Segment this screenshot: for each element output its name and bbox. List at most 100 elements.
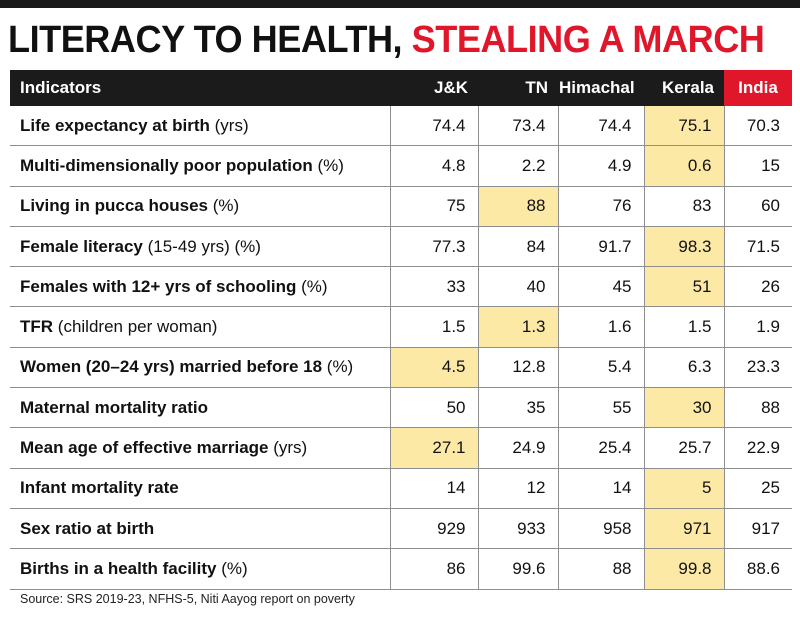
- value-kerala: 971: [644, 508, 725, 550]
- indicator-unit: (15-49 yrs) (%): [147, 236, 261, 256]
- indicator-unit: (%): [326, 357, 354, 377]
- indicator-name: Living in pucca houses: [20, 196, 208, 216]
- header-kerala: Kerala: [644, 70, 724, 106]
- value-tn: 73.4: [478, 106, 559, 147]
- indicator-name: TFR: [20, 317, 54, 337]
- value-india: 22.9: [724, 427, 792, 469]
- value-himachal: 88: [558, 548, 645, 590]
- value-himachal: 55: [558, 387, 645, 429]
- row-label: Women (20–24 yrs) married before 18 (%): [10, 347, 391, 389]
- row-label: Living in pucca houses (%): [10, 186, 391, 227]
- value-himachal: 25.4: [558, 427, 645, 469]
- value-tn: 40: [478, 266, 559, 308]
- value-himachal: 91.7: [558, 226, 645, 268]
- indicator-name: Infant mortality rate: [20, 478, 179, 498]
- table-row: Life expectancy at birth (yrs) 74.4 73.4 74…: [10, 106, 792, 147]
- indicator-unit: (yrs): [273, 438, 308, 458]
- value-tn: 2.2: [478, 145, 559, 187]
- value-jk: 75: [390, 186, 479, 227]
- value-kerala: 6.3: [644, 347, 725, 389]
- table-row: Female literacy (15-49 yrs) (%) 77.3 84 91.…: [10, 226, 792, 268]
- value-himachal: 4.9: [558, 145, 645, 187]
- row-label: Mean age of effective marriage (yrs): [10, 427, 391, 469]
- value-kerala: 75.1: [644, 106, 725, 147]
- table-row: Infant mortality rate 14 12 14 5 25: [10, 468, 792, 509]
- value-india: 88: [724, 387, 792, 429]
- value-himachal: 14: [558, 468, 645, 509]
- value-india: 26: [724, 266, 792, 308]
- value-tn: 12.8: [478, 347, 559, 389]
- value-jk: 929: [390, 508, 479, 550]
- table-row: Multi-dimensionally poor population (%) 4…: [10, 145, 792, 187]
- value-kerala: 25.7: [644, 427, 725, 469]
- indicator-table: Indicators J&K TN Himachal Kerala India …: [10, 70, 792, 590]
- value-jk: 74.4: [390, 106, 479, 147]
- indicator-unit: (yrs): [214, 115, 249, 135]
- row-label: Maternal mortality ratio: [10, 387, 391, 429]
- value-india: 23.3: [724, 347, 792, 389]
- value-india: 71.5: [724, 226, 792, 268]
- table-row: Mean age of effective marriage (yrs) 27.1…: [10, 427, 792, 469]
- header-jk: J&K: [390, 70, 478, 106]
- value-india: 60: [724, 186, 792, 227]
- title-part-1: LITERACY TO HEALTH,: [8, 19, 403, 61]
- value-tn: 933: [478, 508, 559, 550]
- table-row: TFR (children per woman) 1.5 1.3 1.6 1.5 1.9: [10, 306, 792, 348]
- header-himachal: Himachal: [558, 70, 644, 106]
- table-row: Women (20–24 yrs) married before 18 (%) 4…: [10, 347, 792, 389]
- value-jk: 4.8: [390, 145, 479, 187]
- value-india: 70.3: [724, 106, 792, 147]
- indicator-unit: (children per woman): [57, 317, 218, 337]
- indicator-unit: (%): [221, 558, 248, 578]
- value-tn: 88: [478, 186, 559, 227]
- value-kerala: 1.5: [644, 306, 725, 348]
- table-header-row: Indicators J&K TN Himachal Kerala India: [10, 70, 792, 106]
- value-tn: 99.6: [478, 548, 559, 590]
- value-jk: 86: [390, 548, 479, 590]
- indicator-name: Women (20–24 yrs) married before 18: [20, 357, 323, 377]
- value-kerala: 98.3: [644, 226, 725, 268]
- value-india: 88.6: [724, 548, 792, 590]
- value-kerala: 0.6: [644, 145, 725, 187]
- table-row: Females with 12+ yrs of schooling (%) 33 4…: [10, 266, 792, 308]
- indicator-name: Sex ratio at birth: [20, 518, 155, 538]
- value-himachal: 958: [558, 508, 645, 550]
- row-label: Life expectancy at birth (yrs): [10, 106, 391, 147]
- value-kerala: 83: [644, 186, 725, 227]
- value-himachal: 74.4: [558, 106, 645, 147]
- row-label: TFR (children per woman): [10, 306, 391, 348]
- value-tn: 84: [478, 226, 559, 268]
- row-label: Females with 12+ yrs of schooling (%): [10, 266, 391, 308]
- indicator-unit: (%): [317, 155, 344, 175]
- table-body: Life expectancy at birth (yrs) 74.4 73.4 74…: [10, 106, 792, 590]
- top-rule: [0, 0, 800, 8]
- value-tn: 1.3: [478, 306, 559, 348]
- title-part-2: STEALING A MARCH: [411, 19, 765, 61]
- value-jk: 33: [390, 266, 479, 308]
- value-jk: 27.1: [390, 427, 479, 469]
- value-jk: 1.5: [390, 306, 479, 348]
- value-india: 1.9: [724, 306, 792, 348]
- value-jk: 77.3: [390, 226, 479, 268]
- table-row: Sex ratio at birth 929 933 958 971 917: [10, 508, 792, 550]
- table-row: Living in pucca houses (%) 75 88 76 83 60: [10, 186, 792, 227]
- value-tn: 24.9: [478, 427, 559, 469]
- value-kerala: 51: [644, 266, 725, 308]
- value-tn: 12: [478, 468, 559, 509]
- value-jk: 50: [390, 387, 479, 429]
- value-india: 917: [724, 508, 792, 550]
- value-himachal: 76: [558, 186, 645, 227]
- indicator-name: Maternal mortality ratio: [20, 397, 208, 417]
- value-jk: 14: [390, 468, 479, 509]
- value-jk: 4.5: [390, 347, 479, 389]
- indicator-name: Females with 12+ yrs of schooling: [20, 276, 297, 296]
- value-india: 15: [724, 145, 792, 187]
- row-label: Female literacy (15-49 yrs) (%): [10, 226, 391, 268]
- value-tn: 35: [478, 387, 559, 429]
- row-label: Infant mortality rate: [10, 468, 391, 509]
- indicator-name: Female literacy: [20, 236, 143, 256]
- value-kerala: 5: [644, 468, 725, 509]
- indicator-unit: (%): [212, 196, 240, 216]
- row-label: Multi-dimensionally poor population (%): [10, 145, 391, 187]
